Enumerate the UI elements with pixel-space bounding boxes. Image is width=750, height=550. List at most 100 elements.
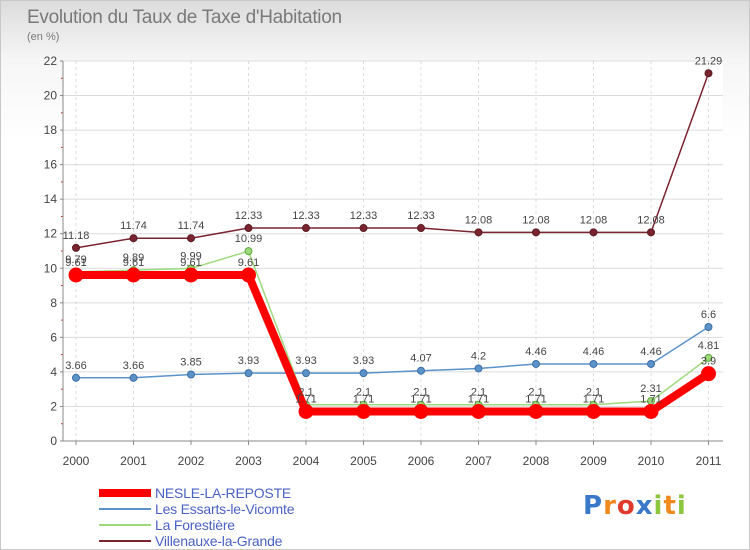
data-label-villenauxe: 21.29: [695, 55, 723, 67]
data-label-forestiere: 2.1: [413, 387, 428, 399]
y-tick-label: 22: [44, 54, 58, 68]
data-label-essarts: 4.46: [525, 346, 546, 358]
data-label-villenauxe: 12.08: [580, 214, 608, 226]
data-label-nesle: 3.9: [701, 356, 716, 368]
data-label-forestiere: 9.89: [123, 252, 144, 264]
data-label-villenauxe: 12.08: [465, 214, 493, 226]
data-point-villenauxe: [302, 224, 310, 233]
y-tick-label: 0: [50, 434, 57, 448]
data-point-nesle: [183, 267, 199, 283]
data-label-villenauxe: 12.08: [637, 214, 665, 226]
data-point-villenauxe: [647, 228, 655, 237]
logo-letter: x: [635, 491, 654, 521]
data-point-forestiere: [244, 247, 253, 256]
data-point-nesle: [413, 403, 429, 419]
series-line-essarts: [76, 326, 709, 379]
data-point-villenauxe: [244, 224, 253, 233]
legend-label: NESLE-LA-REPOSTE: [155, 485, 292, 501]
data-point-nesle: [356, 403, 371, 419]
data-point-villenauxe: [704, 69, 713, 78]
data-point-essarts: [647, 359, 655, 368]
data-label-nesle: 9.61: [238, 257, 259, 269]
logo-letter: t: [663, 491, 677, 521]
x-tick-label: 2011: [696, 454, 722, 468]
data-label-villenauxe: 12.08: [522, 214, 550, 226]
data-point-villenauxe: [72, 243, 80, 252]
data-label-essarts: 3.93: [238, 355, 259, 367]
data-label-villenauxe: 11.74: [178, 220, 205, 232]
data-label-forestiere: 2.1: [471, 387, 486, 399]
x-tick-label: 2002: [178, 454, 205, 468]
data-point-nesle: [298, 403, 314, 419]
data-point-nesle: [471, 403, 486, 419]
logo-letter: i: [676, 491, 687, 521]
data-label-forestiere: 4.81: [698, 340, 719, 352]
data-label-nesle: 9.61: [123, 257, 144, 269]
data-label-nesle: 9.61: [65, 257, 86, 269]
data-label-forestiere: 2.1: [586, 387, 601, 399]
data-label-nesle: 1.71: [295, 393, 316, 405]
x-tick-label: 2006: [408, 454, 435, 468]
data-point-essarts: [532, 359, 540, 368]
y-tick-label: 10: [44, 261, 58, 275]
data-point-essarts: [359, 369, 368, 378]
data-point-villenauxe: [589, 228, 598, 237]
data-label-villenauxe: 12.33: [292, 210, 320, 222]
data-point-essarts: [704, 323, 713, 331]
chart-title: Evolution du Taux de Taxe d'Habitation: [27, 7, 342, 28]
x-tick-label: 2005: [350, 454, 377, 468]
x-tick-label: 2010: [638, 454, 665, 468]
y-tick-label: 2: [50, 399, 57, 413]
data-point-villenauxe: [187, 234, 195, 243]
data-point-nesle: [528, 403, 544, 419]
data-label-essarts: 3.93: [295, 355, 316, 367]
data-label-nesle: 9.61: [180, 257, 201, 269]
x-tick-label: 2003: [235, 454, 262, 468]
data-point-nesle: [68, 267, 84, 283]
data-label-essarts: 6.6: [701, 309, 716, 321]
data-label-forestiere: 2.31: [640, 383, 661, 395]
x-tick-label: 2001: [120, 454, 147, 468]
data-point-villenauxe: [417, 224, 425, 233]
data-point-essarts: [244, 369, 253, 378]
plot-background: [63, 61, 723, 441]
series-line-villenauxe: [75, 73, 710, 249]
legend-label: Villenauxe-la-Grande: [155, 533, 283, 549]
data-label-nesle: 1.71: [353, 393, 374, 405]
data-point-essarts: [474, 364, 483, 373]
data-label-villenauxe: 12.33: [235, 210, 263, 222]
x-tick-label: 2000: [63, 454, 90, 468]
data-label-essarts: 4.46: [640, 346, 661, 358]
data-label-nesle: 1.71: [525, 393, 546, 405]
legend-swatch-nesle: [99, 489, 151, 497]
data-point-villenauxe: [474, 228, 483, 237]
data-label-villenauxe: 12.33: [407, 210, 435, 222]
y-tick-label: 14: [44, 192, 58, 206]
data-label-essarts: 3.85: [180, 357, 201, 369]
logo-letter: i: [653, 491, 664, 521]
data-point-nesle: [586, 403, 601, 419]
data-point-forestiere: [704, 353, 713, 362]
data-label-forestiere: 10.99: [235, 233, 263, 245]
legend-label: Les Essarts-le-Vicomte: [155, 501, 295, 517]
data-point-villenauxe: [129, 234, 138, 243]
data-label-forestiere: 2.1: [356, 387, 371, 399]
data-label-essarts: 4.07: [410, 353, 431, 365]
data-point-villenauxe: [532, 228, 540, 237]
logo-letter: r: [603, 491, 617, 521]
y-tick-label: 4: [50, 365, 57, 379]
data-label-essarts: 3.66: [123, 360, 144, 372]
y-tick-label: 18: [44, 123, 58, 137]
x-tick-label: 2009: [580, 454, 607, 468]
data-point-essarts: [589, 359, 598, 368]
data-point-nesle: [643, 403, 659, 419]
logo-letter: P: [583, 491, 604, 521]
logo-letter: o: [616, 491, 636, 521]
data-point-essarts: [187, 370, 195, 379]
data-label-essarts: 4.46: [583, 346, 604, 358]
x-tick-label: 2008: [523, 454, 550, 468]
data-label-forestiere: 2.1: [298, 387, 313, 399]
y-tick-label: 8: [50, 296, 57, 310]
data-label-essarts: 3.66: [65, 360, 86, 372]
